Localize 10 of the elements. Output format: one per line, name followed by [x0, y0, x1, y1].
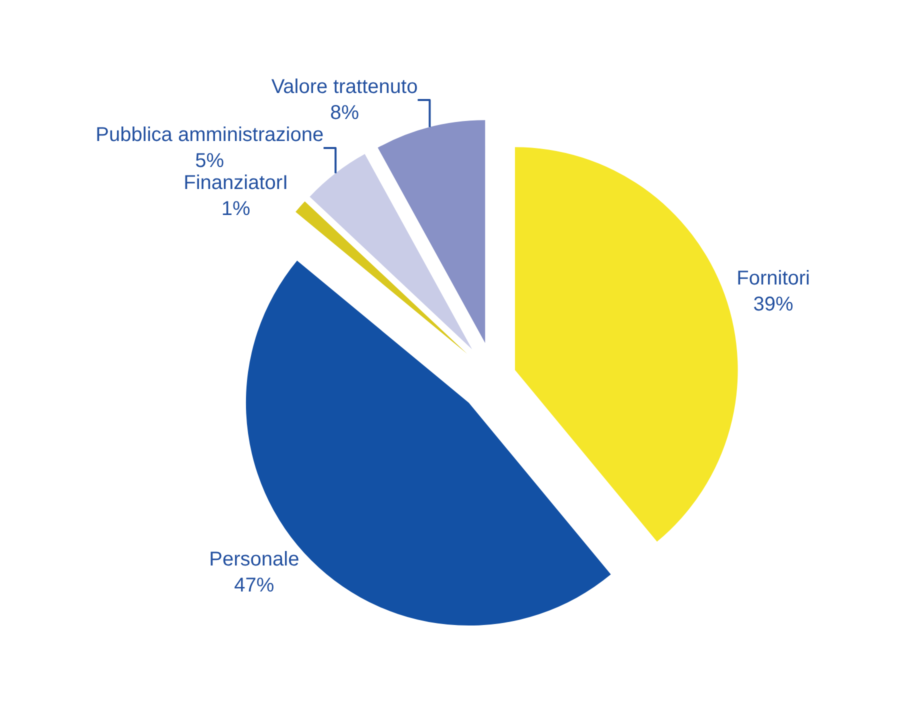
data-label: 1%	[221, 198, 251, 220]
slice-label: Fornitori	[736, 268, 810, 290]
data-label: 47%	[234, 574, 274, 596]
data-label: 39%	[753, 294, 794, 316]
slice-label: Pubblica amministrazione	[96, 124, 324, 146]
slice-label: FinanziatorI	[184, 172, 288, 194]
slice-label: Valore trattenuto	[271, 76, 418, 98]
data-label: 8%	[330, 102, 360, 124]
data-label: 5%	[195, 150, 224, 172]
slice-label: Personale	[209, 548, 300, 570]
